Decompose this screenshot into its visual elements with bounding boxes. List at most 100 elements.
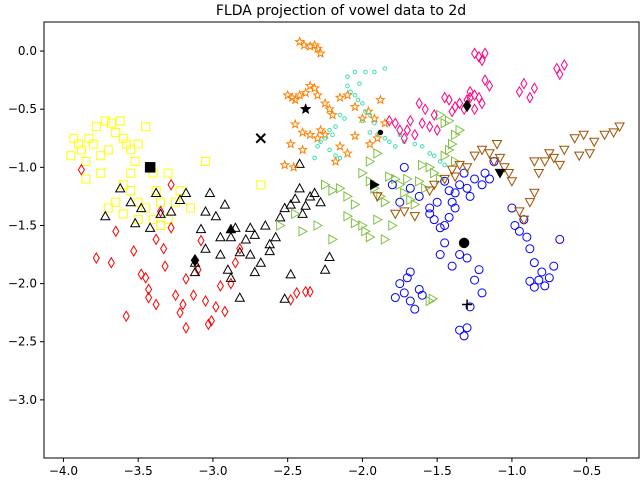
centroid-marker <box>255 133 266 144</box>
data-point <box>402 273 412 283</box>
data-point <box>118 209 128 219</box>
data-point <box>439 174 451 185</box>
data-point <box>403 173 413 185</box>
data-point <box>240 233 252 244</box>
data-point <box>399 162 409 172</box>
data-point <box>499 163 510 173</box>
data-point <box>530 82 538 95</box>
data-point <box>349 101 361 112</box>
data-point <box>289 94 301 105</box>
data-point <box>285 138 297 149</box>
data-point <box>227 277 235 290</box>
data-point <box>270 231 282 242</box>
data-point <box>388 220 398 231</box>
data-point <box>216 279 224 292</box>
data-point <box>289 193 301 203</box>
data-point <box>312 132 323 143</box>
data-point <box>321 179 331 191</box>
data-point <box>355 97 361 103</box>
data-point <box>436 109 446 121</box>
data-point <box>345 74 350 79</box>
data-point <box>130 157 140 167</box>
data-point <box>152 298 160 311</box>
data-point <box>167 221 175 234</box>
data-point <box>405 296 415 306</box>
data-point <box>573 151 585 162</box>
data-point <box>309 82 320 93</box>
y-axis: 0.0 −0.5 −1.0 −1.5 −2.0 −2.5 −3.0 <box>8 44 44 407</box>
data-point <box>264 238 276 249</box>
data-point <box>385 171 395 182</box>
data-point <box>349 130 361 141</box>
data-point <box>264 245 276 256</box>
data-point <box>427 151 433 156</box>
data-point <box>382 66 388 71</box>
data-point <box>126 186 136 196</box>
data-point <box>182 272 190 285</box>
data-point <box>274 211 286 222</box>
data-point <box>319 264 331 274</box>
data-point <box>406 114 414 127</box>
data-point <box>433 124 441 137</box>
data-point <box>222 264 234 274</box>
data-point <box>397 132 403 138</box>
data-point <box>365 156 376 167</box>
data-point <box>588 137 600 148</box>
series-class-8 <box>372 122 625 226</box>
data-point <box>465 302 475 312</box>
data-point <box>234 246 246 257</box>
data-point <box>195 223 207 234</box>
data-point <box>215 248 226 259</box>
data-point <box>333 153 338 159</box>
data-point <box>231 256 239 269</box>
centroid-marker <box>190 253 200 267</box>
data-point <box>189 289 198 302</box>
series-class-5 <box>312 66 447 168</box>
y-tick-label: −2.5 <box>8 335 37 349</box>
data-point <box>425 209 435 219</box>
data-point <box>150 187 162 197</box>
centroid-marker <box>377 129 384 136</box>
data-point <box>352 92 358 98</box>
data-point <box>412 141 418 147</box>
x-tick-label: −2.5 <box>273 464 302 478</box>
data-point <box>125 196 137 207</box>
data-point <box>405 267 415 277</box>
data-point <box>287 293 295 306</box>
data-point <box>549 261 559 271</box>
data-point <box>255 257 267 267</box>
data-point <box>145 283 153 296</box>
data-point <box>455 180 465 190</box>
data-point <box>428 180 440 191</box>
data-point <box>373 148 383 159</box>
data-point <box>279 159 291 170</box>
data-point <box>461 163 473 173</box>
data-point <box>343 210 354 222</box>
data-point <box>520 77 528 90</box>
data-point <box>395 279 405 289</box>
data-point <box>451 156 461 167</box>
data-point <box>599 130 610 141</box>
data-point <box>294 158 305 168</box>
data-point <box>285 268 297 279</box>
data-point <box>350 217 361 229</box>
data-point <box>306 285 314 298</box>
data-point <box>372 192 383 202</box>
data-point <box>294 182 305 193</box>
data-point <box>204 187 216 197</box>
series-class-9 <box>385 47 568 145</box>
data-point <box>418 117 426 130</box>
data-point <box>514 226 524 236</box>
data-point <box>297 144 308 155</box>
data-point <box>129 217 141 228</box>
data-point <box>279 293 291 303</box>
data-point <box>539 157 551 168</box>
data-point <box>410 199 421 210</box>
data-point <box>478 54 486 67</box>
centroid-marker <box>462 299 473 310</box>
data-point <box>304 190 316 201</box>
data-point <box>99 210 111 221</box>
data-point <box>484 149 495 159</box>
